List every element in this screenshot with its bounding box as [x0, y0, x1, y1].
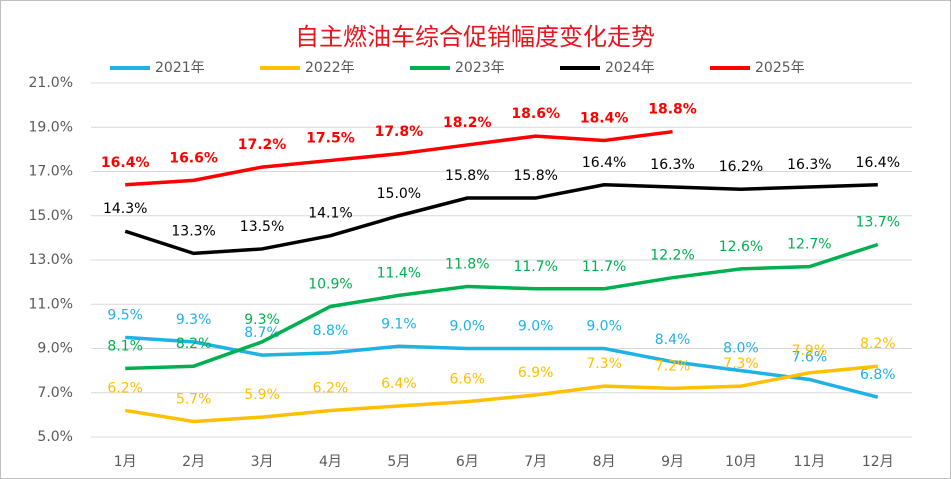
series-line: [124, 364, 878, 424]
data-label: 6.2%: [107, 380, 143, 396]
y-tick-label: 5.0%: [37, 429, 73, 445]
data-label: 7.6%: [792, 349, 828, 365]
data-label: 11.8%: [445, 257, 489, 273]
data-label: 18.8%: [648, 102, 697, 118]
data-label: 15.8%: [513, 168, 557, 184]
chart-title: 自主燃油车综合促销幅度变化走势: [295, 23, 655, 51]
data-label: 14.1%: [308, 206, 352, 222]
series-line: [125, 335, 879, 399]
data-label: 17.2%: [238, 137, 287, 153]
legend-label: 2021年: [155, 60, 205, 76]
data-label: 11.7%: [513, 259, 557, 275]
data-label: 15.8%: [445, 168, 489, 184]
data-label: 16.2%: [719, 159, 763, 175]
data-label: 14.3%: [103, 201, 147, 217]
data-label: 9.1%: [381, 316, 417, 332]
data-label: 7.3%: [586, 356, 622, 372]
y-tick-label: 7.0%: [37, 385, 73, 401]
x-tick-label: 1月: [114, 454, 137, 470]
data-label: 12.7%: [787, 237, 831, 253]
y-tick-label: 15.0%: [29, 208, 73, 224]
x-tick-label: 12月: [862, 454, 894, 470]
legend-label: 2025年: [755, 60, 805, 76]
data-label: 16.4%: [856, 155, 900, 171]
data-label: 8.4%: [655, 332, 691, 348]
y-tick-label: 17.0%: [29, 164, 73, 180]
data-label: 13.7%: [856, 215, 900, 231]
data-label: 12.6%: [719, 239, 763, 255]
legend-label: 2022年: [305, 60, 355, 76]
data-label: 17.5%: [306, 130, 355, 146]
y-tick-label: 11.0%: [29, 296, 73, 312]
data-label: 18.2%: [443, 115, 492, 131]
data-label: 16.6%: [169, 150, 218, 166]
data-label: 11.7%: [582, 259, 626, 275]
data-label: 15.0%: [377, 186, 421, 202]
data-label: 6.6%: [450, 372, 486, 388]
data-label: 16.3%: [787, 157, 831, 173]
y-tick-label: 19.0%: [29, 119, 73, 135]
data-label: 5.9%: [244, 387, 280, 403]
x-tick-label: 2月: [182, 454, 205, 470]
legend-label: 2024年: [605, 60, 655, 76]
data-label: 8.1%: [107, 338, 143, 354]
y-tick-label: 9.0%: [37, 341, 73, 357]
data-label: 17.8%: [375, 124, 424, 140]
data-label: 9.5%: [107, 307, 143, 323]
x-tick-label: 5月: [387, 454, 410, 470]
series-line: [125, 242, 879, 371]
data-label: 6.4%: [381, 376, 417, 392]
x-tick-label: 10月: [725, 454, 757, 470]
data-label: 12.2%: [650, 248, 694, 264]
data-label: 8.2%: [860, 336, 896, 352]
data-label: 13.3%: [171, 223, 215, 239]
legend-label: 2023年: [455, 60, 505, 76]
y-tick-label: 21.0%: [29, 75, 73, 91]
data-label: 8.2%: [176, 336, 212, 352]
data-label: 9.3%: [176, 312, 212, 328]
data-label: 16.3%: [650, 157, 694, 173]
data-label: 6.2%: [313, 380, 349, 396]
data-label: 11.4%: [377, 265, 421, 281]
x-tick-label: 4月: [319, 454, 342, 470]
data-label: 9.0%: [518, 319, 554, 335]
x-tick-label: 7月: [524, 454, 547, 470]
data-label: 7.3%: [723, 356, 759, 372]
data-label: 9.3%: [244, 312, 280, 328]
data-label: 16.4%: [582, 155, 626, 171]
data-label: 6.9%: [518, 365, 554, 381]
data-label: 7.2%: [655, 358, 691, 374]
series-line: [125, 129, 673, 187]
x-tick-label: 6月: [456, 454, 479, 470]
series-line: [124, 183, 878, 256]
x-tick-label: 3月: [251, 454, 274, 470]
data-label: 18.4%: [580, 111, 629, 127]
data-label: 8.8%: [313, 323, 349, 339]
x-tick-label: 8月: [593, 454, 616, 470]
data-label: 10.9%: [308, 276, 352, 292]
data-label: 18.6%: [511, 106, 560, 122]
x-tick-label: 9月: [661, 454, 684, 470]
data-label: 7.9%: [792, 343, 828, 359]
data-label: 8.0%: [723, 341, 759, 357]
data-label: 5.7%: [176, 392, 212, 408]
y-tick-label: 13.0%: [29, 252, 73, 268]
data-label: 6.8%: [860, 367, 896, 383]
data-label: 9.0%: [450, 319, 486, 335]
data-label: 13.5%: [240, 219, 284, 235]
data-label: 16.4%: [101, 155, 150, 171]
data-label: 9.0%: [586, 319, 622, 335]
x-tick-label: 11月: [793, 454, 825, 470]
